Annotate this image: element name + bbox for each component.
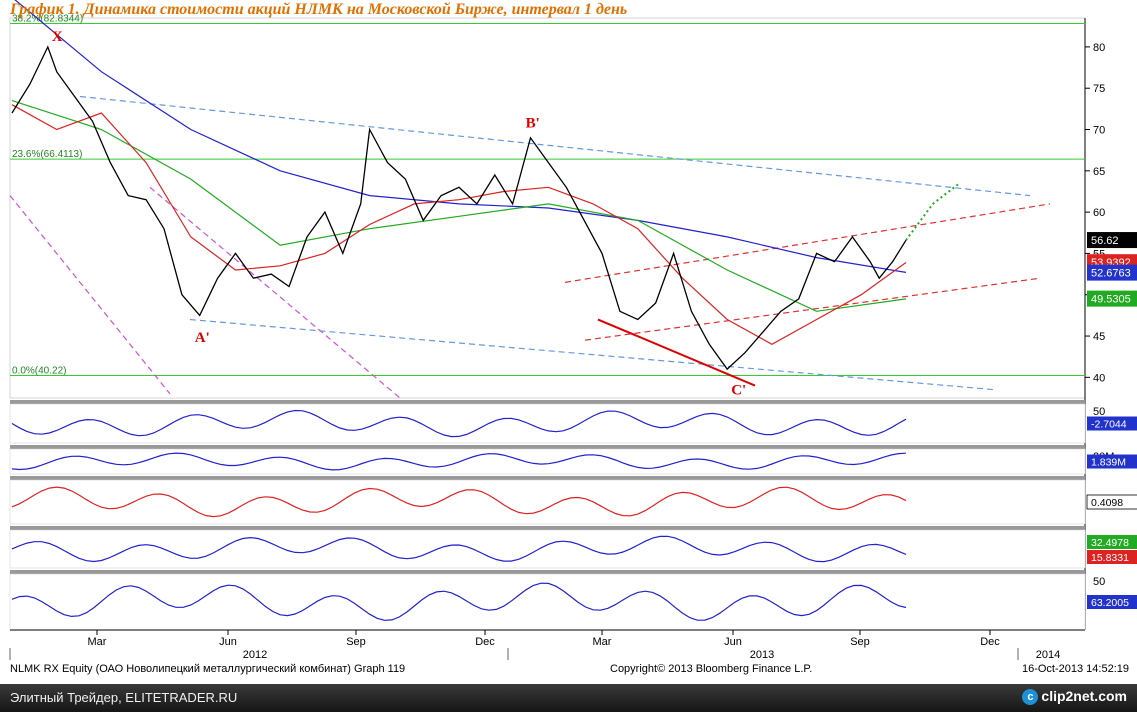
last-value-box <box>1087 264 1137 281</box>
forecast-line <box>905 182 961 241</box>
trend-line-lower-blue <box>189 318 996 391</box>
x-year-label: 2014 <box>1036 649 1060 661</box>
y-tick-label: 60 <box>1093 207 1105 219</box>
y-tick-label: 45 <box>1093 331 1105 343</box>
panel-separator <box>10 526 1085 530</box>
moving-average-red <box>11 104 907 345</box>
y-tick-label: 65 <box>1093 166 1105 178</box>
indicator-value-box <box>1087 535 1137 549</box>
trend-line-magenta-1 <box>9 195 171 395</box>
last-value-label: 56.62 <box>1091 235 1119 247</box>
indicator-line <box>11 535 907 563</box>
indicator-line <box>11 486 907 518</box>
trend-line-lower-red <box>584 277 1041 341</box>
indicator-value-label: 63.2005 <box>1091 597 1129 609</box>
x-year-label: 2013 <box>750 649 774 661</box>
last-value-label: 52.6763 <box>1091 268 1131 280</box>
y-tick-label: 70 <box>1093 125 1105 137</box>
y-tick-label: 40 <box>1093 372 1105 384</box>
price-line <box>11 45 907 371</box>
indicator-value-label: 32.4978 <box>1091 537 1129 549</box>
panel-separator <box>10 445 1085 449</box>
indicator-extra-label: 15.8331 <box>1091 552 1129 564</box>
indicator-value-box <box>1087 416 1137 431</box>
indicator-panel-frame <box>9 529 1086 569</box>
indicator-panel-frame <box>9 403 1086 444</box>
indicator-line <box>11 582 907 621</box>
x-tick-label: Dec <box>475 636 495 648</box>
indicator-value-box <box>1087 454 1137 469</box>
last-value-label: 49.5305 <box>1091 294 1131 306</box>
y-tick-label: 80 <box>1093 42 1105 54</box>
x-tick-label: Jun <box>724 636 742 648</box>
last-value-box <box>1087 290 1137 307</box>
indicator-line <box>11 409 907 438</box>
clip2net-logo[interactable]: c clip2net.com <box>1022 688 1127 706</box>
fib-level-label: 0.0%(40.22) <box>12 366 66 377</box>
indicator-value-label: 1.839M <box>1091 457 1126 469</box>
moving-average-green <box>11 100 907 312</box>
indicator-value-label: -2.7044 <box>1091 419 1127 431</box>
wave-label: C' <box>731 383 746 399</box>
indicator-value-box <box>1087 595 1137 609</box>
bottom-bar: Элитный Трейдер, ELITETRADER.RU c clip2ne… <box>0 684 1137 712</box>
indicator-value-label: 0.4098 <box>1091 497 1123 509</box>
x-tick-label: Jun <box>219 636 237 648</box>
panel-separator <box>10 476 1085 480</box>
x-tick-label: Dec <box>980 636 1000 648</box>
y-tick-label: 75 <box>1093 83 1105 95</box>
logo-icon: c <box>1022 689 1039 706</box>
x-tick-label: Mar <box>593 636 612 648</box>
wave-label: B' <box>526 116 540 132</box>
wave-label: X <box>52 29 63 45</box>
security-description: NLMK RX Equity (ОАО Новолипецкий металлу… <box>10 663 406 675</box>
trend-line-magenta-2 <box>149 186 401 399</box>
indicator-extra-box <box>1087 550 1137 564</box>
indicator-panel-frame <box>9 573 1086 631</box>
x-tick-label: Sep <box>850 636 870 648</box>
chart-title: График 1. Динамика стоимости акций НЛМК … <box>10 1 628 18</box>
trend-line-upper-blue <box>79 95 1031 197</box>
trend-line-upper-red <box>564 203 1051 283</box>
timestamp-text: 16-Oct-2013 14:52:19 <box>1021 663 1129 675</box>
panel-separator <box>10 570 1085 574</box>
x-year-label: 2012 <box>243 649 267 661</box>
copyright-text: Copyright© 2013 Bloomberg Finance L.P. <box>610 663 813 675</box>
wave-label: A' <box>195 330 210 346</box>
x-tick-label: Sep <box>346 636 366 648</box>
x-tick-label: Mar <box>88 636 107 648</box>
logo-text: clip2net.com <box>1041 688 1127 704</box>
fib-level-label: 38.2%(82.8344) <box>12 14 83 25</box>
indicator-panel-frame <box>9 479 1086 525</box>
last-value-box <box>1087 232 1137 249</box>
panel-separator <box>10 400 1085 404</box>
indicator-tick-label: 50 <box>1093 406 1105 418</box>
fib-level-label: 23.6%(66.4113) <box>12 149 82 160</box>
indicator-tick-label: 50 <box>1093 576 1105 588</box>
indicator-value-box <box>1086 494 1137 510</box>
indicator-panel-frame <box>9 448 1086 475</box>
divergence-line-main <box>597 318 756 387</box>
indicator-line <box>11 452 907 471</box>
moving-average-blue <box>14 0 907 273</box>
source-text: Элитный Трейдер, ELITETRADER.RU <box>10 690 238 705</box>
